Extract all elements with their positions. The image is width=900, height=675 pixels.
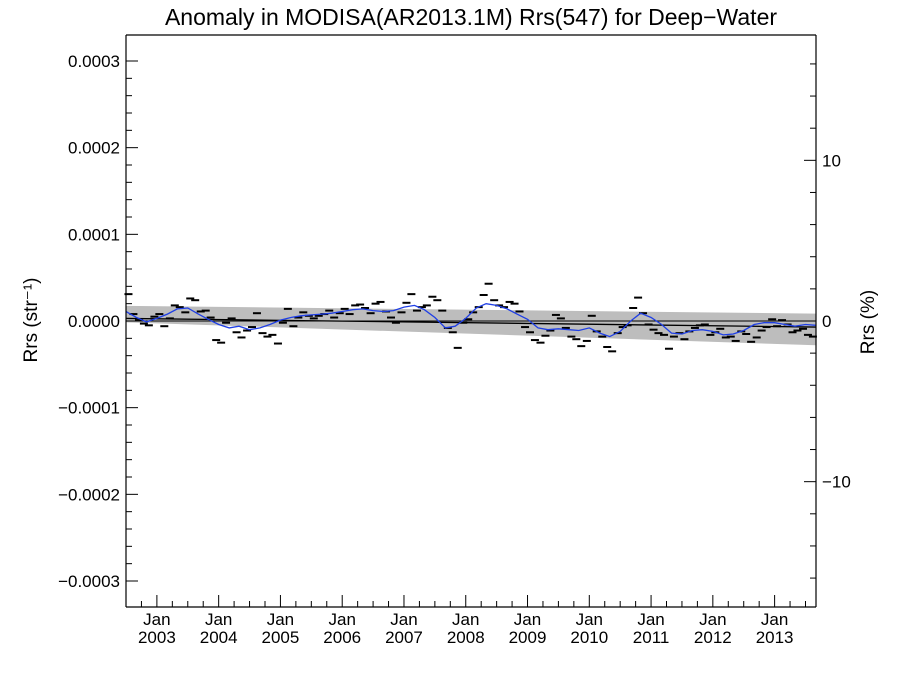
y-tick-label: 0.0000 bbox=[68, 312, 120, 331]
x-tick-label-month: Jan bbox=[143, 610, 170, 629]
y-axis-label: Rrs (str⁻¹) bbox=[21, 278, 42, 363]
y-tick-label: 0.0002 bbox=[68, 139, 120, 158]
y-tick-label: 0.0001 bbox=[68, 225, 120, 244]
x-tick-label-month: Jan bbox=[514, 610, 541, 629]
x-tick-label-year: 2004 bbox=[200, 628, 238, 647]
y2-axis-ticks: −10 0 10 bbox=[804, 63, 851, 579]
x-tick-label-month: Jan bbox=[452, 610, 479, 629]
monthly-anomaly-markers bbox=[124, 282, 817, 353]
y-tick-label: −0.0002 bbox=[58, 485, 120, 504]
x-tick-label-year: 2010 bbox=[570, 628, 608, 647]
x-tick-label-month: Jan bbox=[761, 610, 788, 629]
x-tick-label-year: 2007 bbox=[385, 628, 423, 647]
x-tick-label-month: Jan bbox=[390, 610, 417, 629]
x-tick-label-month: Jan bbox=[205, 610, 232, 629]
x-tick-label-month: Jan bbox=[699, 610, 726, 629]
x-tick-label-month: Jan bbox=[637, 610, 664, 629]
y2-tick-label: 0 bbox=[822, 312, 831, 331]
smoothed-anomaly-line bbox=[125, 303, 817, 338]
y2-tick-label: −10 bbox=[822, 473, 851, 492]
y-axis-ticks: −0.0003 −0.0002 −0.0001 0.0000 0.0001 0.0002 0… bbox=[58, 52, 138, 591]
x-tick-label-month: Jan bbox=[576, 610, 603, 629]
y2-tick-label: 10 bbox=[822, 151, 841, 170]
y2-axis-label: Rrs (%) bbox=[858, 290, 879, 354]
x-tick-label-year: 2009 bbox=[509, 628, 547, 647]
chart-title: Anomaly in MODISA(AR2013.1M) Rrs(547) fo… bbox=[165, 4, 777, 30]
x-tick-label-year: 2011 bbox=[633, 628, 670, 647]
y-tick-label: −0.0001 bbox=[58, 399, 120, 418]
x-tick-label-month: Jan bbox=[328, 610, 355, 629]
x-tick-label-year: 2013 bbox=[756, 628, 794, 647]
x-tick-label-year: 2003 bbox=[138, 628, 176, 647]
x-tick-label-year: 2006 bbox=[323, 628, 361, 647]
smoothed-line-path bbox=[125, 303, 817, 338]
y-tick-label: 0.0003 bbox=[68, 52, 120, 71]
x-axis-ticks: Jan2003Jan2004Jan2005Jan2006Jan2007Jan20… bbox=[125, 595, 806, 647]
x-tick-label-year: 2012 bbox=[694, 628, 732, 647]
x-tick-label-month: Jan bbox=[267, 610, 294, 629]
x-tick-label-year: 2005 bbox=[262, 628, 300, 647]
x-tick-label-year: 2008 bbox=[447, 628, 485, 647]
y-tick-label: −0.0003 bbox=[58, 572, 120, 591]
